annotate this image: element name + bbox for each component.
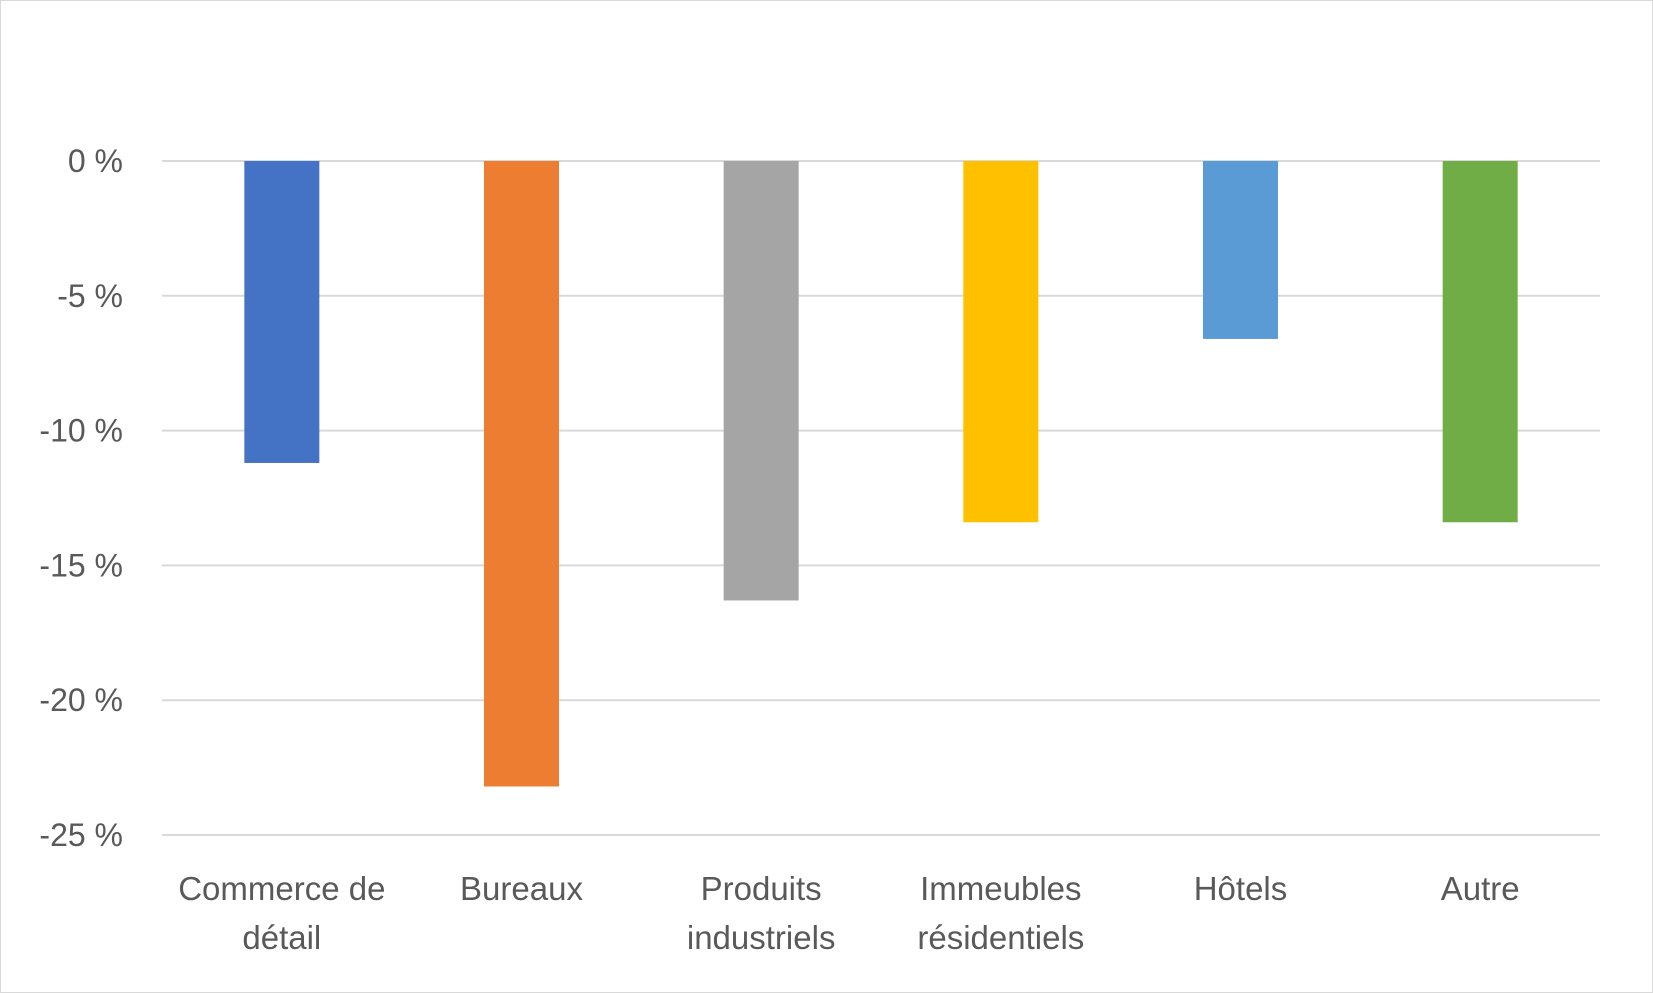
x-category-label: Produits industriels xyxy=(687,870,836,956)
x-category-label: Immeubles résidentiels xyxy=(917,870,1084,956)
x-axis: Commerce de détail Bureaux Produits industri… xyxy=(178,870,1519,956)
y-axis: 0 % -5 % -10 % -15 % -20 % -25 % xyxy=(39,143,123,853)
bar xyxy=(484,161,559,787)
x-category-label-line: industriels xyxy=(687,919,836,956)
gridlines xyxy=(162,160,1600,836)
bar xyxy=(963,161,1039,523)
bar xyxy=(1442,161,1518,523)
bars xyxy=(244,161,1518,787)
x-category-label: Commerce de détail xyxy=(178,870,385,956)
x-category-label-line: détail xyxy=(242,919,321,956)
bar xyxy=(1203,161,1278,339)
x-category-label-line: Immeubles xyxy=(920,870,1081,907)
y-tick-label: -5 % xyxy=(57,278,123,314)
x-category-label-line: Produits xyxy=(701,870,822,907)
x-category-label: Hôtels xyxy=(1194,870,1288,907)
bar xyxy=(723,161,799,601)
y-tick-label: -20 % xyxy=(39,682,123,718)
y-tick-label: -25 % xyxy=(39,817,123,853)
y-tick-label: -10 % xyxy=(39,413,123,449)
x-category-label-line: Commerce de xyxy=(178,870,385,907)
y-tick-label: -15 % xyxy=(39,547,123,583)
x-category-label: Bureaux xyxy=(460,870,583,907)
x-category-label: Autre xyxy=(1441,870,1520,907)
x-category-label-line: Autre xyxy=(1441,870,1520,907)
x-category-label-line: résidentiels xyxy=(917,919,1084,956)
x-category-label-line: Hôtels xyxy=(1194,870,1288,907)
bar xyxy=(244,161,320,463)
y-tick-label: 0 % xyxy=(68,143,123,179)
x-category-label-line: Bureaux xyxy=(460,870,583,907)
